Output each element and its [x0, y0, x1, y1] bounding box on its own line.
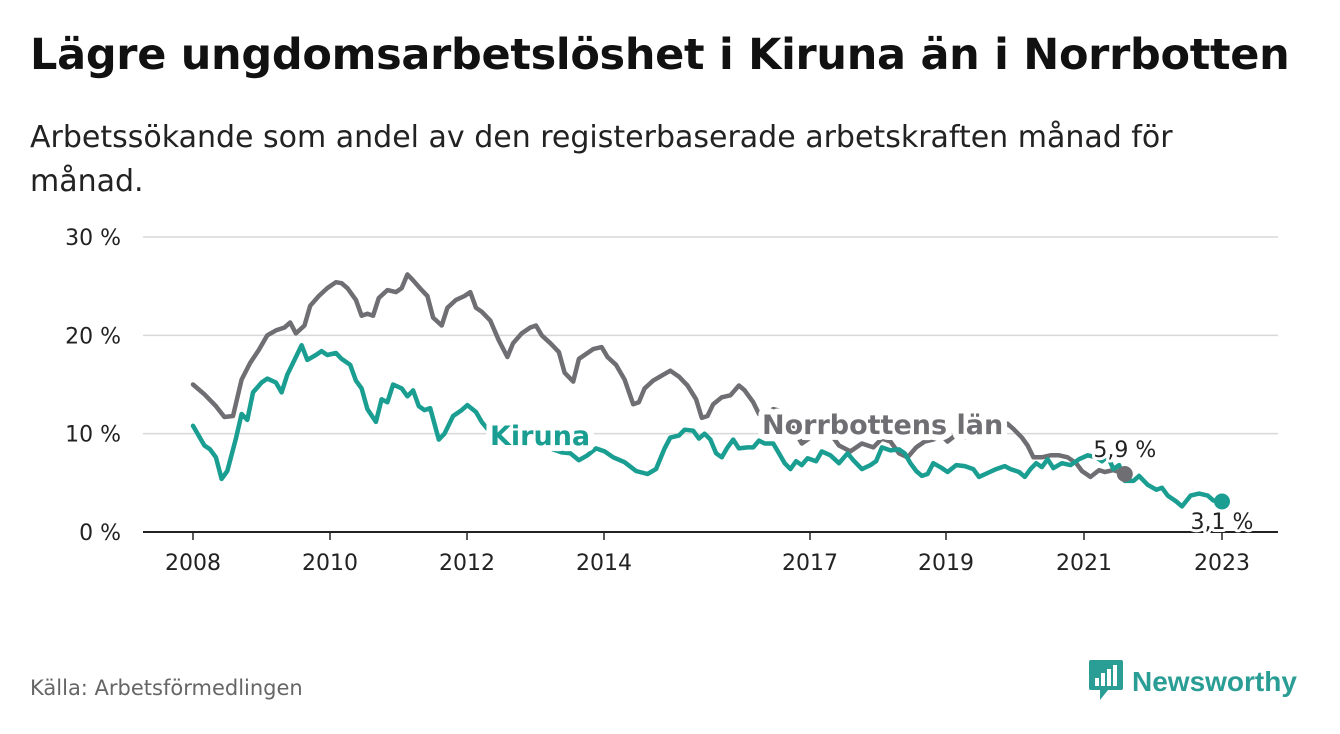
chart-title: Lägre ungdomsarbetslöshet i Kiruna än i … — [30, 30, 1290, 80]
x-tick-label: 2010 — [302, 551, 358, 576]
x-tick-label: 2023 — [1194, 551, 1250, 576]
y-tick-label: 10 % — [65, 423, 121, 448]
x-tick-label: 2012 — [439, 551, 495, 576]
norrbotten-end-label: 5,9 % — [1093, 438, 1156, 463]
norrbotten-label-halo: Norrbottens län — [762, 410, 1003, 441]
brand-logo[interactable]: Newsworthy — [1088, 660, 1297, 704]
x-tick-label: 2014 — [576, 551, 632, 576]
kiruna-end-point — [1214, 493, 1230, 510]
source-note: Källa: Arbetsförmedlingen — [30, 676, 303, 700]
kiruna-series-label: Kiruna — [490, 421, 590, 452]
kiruna-end-label: 3,1 % — [1191, 510, 1254, 535]
newsworthy-logo-icon — [1088, 658, 1124, 706]
x-tick-label: 2019 — [918, 551, 974, 576]
x-tick-label: 2021 — [1056, 551, 1112, 576]
line-chart: 0 % 10 % 20 % 30 % 2008 2010 2012 2014 2017 2019 2… — [65, 226, 1278, 576]
x-tick-label: 2008 — [165, 551, 221, 576]
y-tick-label: 30 % — [65, 226, 121, 251]
brand-name: Newsworthy — [1132, 666, 1297, 697]
y-tick-label: 20 % — [65, 324, 121, 349]
chart-subtitle: Arbetssökande som andel av den registerb… — [30, 120, 1173, 199]
x-tick-label: 2017 — [782, 551, 838, 576]
norrbotten-end-point — [1116, 465, 1133, 482]
norrbotten-end-label-halo: 5,9 % — [1093, 438, 1156, 463]
kiruna-label-halo: Kiruna — [490, 421, 590, 452]
norrbotten-series-label: Norrbottens län — [762, 410, 1003, 441]
y-tick-label: 0 % — [79, 521, 121, 546]
kiruna-end-label-halo: 3,1 % — [1191, 510, 1254, 535]
kiruna-series-line — [190, 342, 1225, 509]
norrbotten-series-line — [190, 272, 1128, 480]
